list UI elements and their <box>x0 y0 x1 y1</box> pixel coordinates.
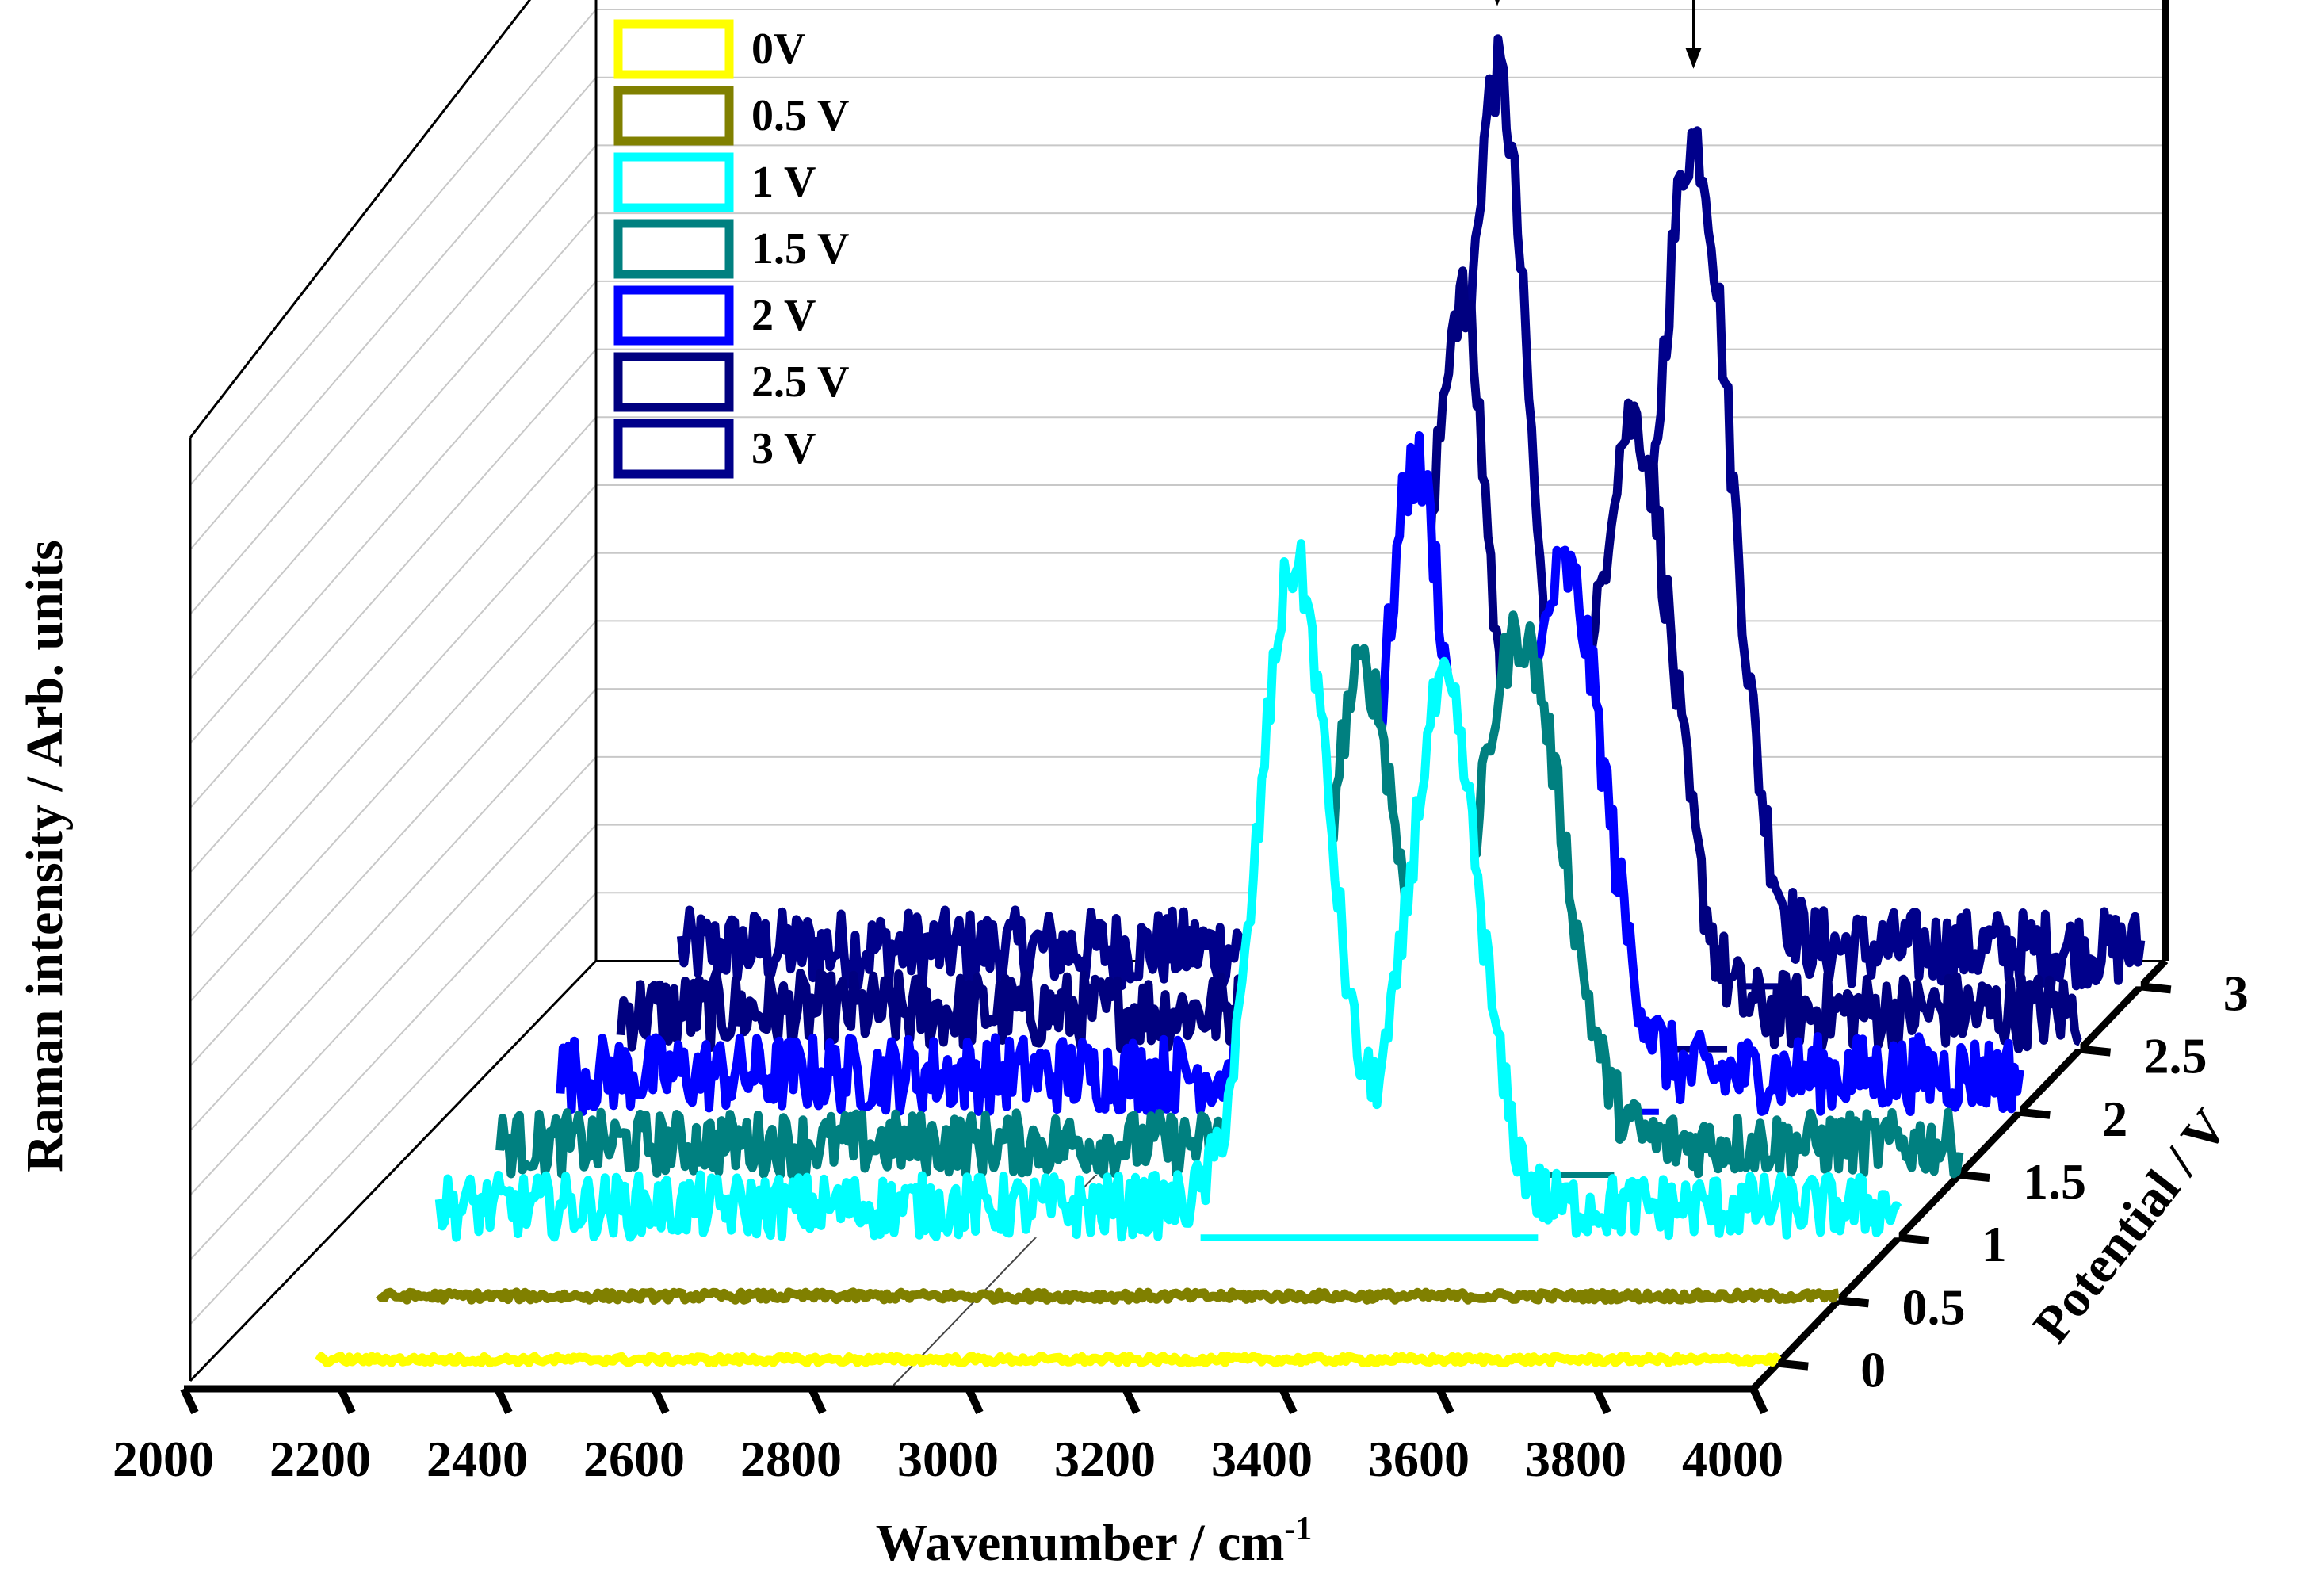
left-wall-gridline <box>189 212 597 679</box>
legend-swatch <box>613 419 734 479</box>
legend-label: 2.5 V <box>751 357 849 407</box>
legend-swatch <box>613 285 734 346</box>
x-tick-label: 3800 <box>1525 1431 1626 1487</box>
peak-arrow-head <box>1685 48 1702 69</box>
x-tick-label: 3200 <box>1054 1431 1156 1487</box>
left-wall-bottom-edge <box>189 959 598 1382</box>
left-wall-top-edge <box>189 0 532 438</box>
x-tick-label: 2600 <box>583 1431 685 1487</box>
z-tick-label: 1 <box>1982 1216 2007 1272</box>
legend-swatch <box>613 152 734 212</box>
legend-swatch <box>613 219 734 279</box>
left-wall-gridline <box>189 824 597 1260</box>
x-tick <box>1279 1386 1298 1415</box>
x-tick <box>180 1386 199 1415</box>
x-tick <box>1435 1386 1454 1415</box>
z-tick <box>2019 1107 2051 1119</box>
left-wall-gridline <box>189 144 597 615</box>
series-line-1-v <box>434 539 1902 1242</box>
x-axis-title-superscript: -1 <box>1284 1511 1312 1547</box>
left-wall-gridline <box>189 892 597 1325</box>
x-tick-label: 2400 <box>426 1431 528 1487</box>
x-tick-label: 2000 <box>113 1431 214 1487</box>
left-wall-gridline <box>189 281 597 744</box>
left-wall-gridline <box>189 688 597 1131</box>
legend-swatch <box>613 86 734 146</box>
x-tick-label: 2800 <box>740 1431 842 1487</box>
z-tick <box>2080 1045 2112 1057</box>
series-layer <box>315 34 2146 1368</box>
x-tick <box>494 1386 513 1415</box>
x-tick <box>1592 1386 1611 1415</box>
left-wall-gridline <box>189 552 597 1003</box>
z-tick <box>1898 1233 1930 1245</box>
grid-layer <box>189 9 2165 1390</box>
left-wall-gridline <box>189 416 597 874</box>
legend-label: 3 V <box>751 424 816 473</box>
left-wall-gridline <box>189 756 597 1196</box>
axes-layer: 2000 2200 2400 2600 2800 3000 3200 3400 3600 3800… <box>113 0 2249 1487</box>
peak-arrow-head <box>1495 0 1500 6</box>
x-tick-label: 3600 <box>1368 1431 1470 1487</box>
y-axis-title: Raman intensity / Arb. units <box>16 540 74 1172</box>
legend-label: 0V <box>751 25 805 74</box>
z-tick-label: 1.5 <box>2023 1153 2086 1210</box>
left-wall-gridline <box>189 484 597 938</box>
legend-label: 1 V <box>751 158 816 207</box>
x-tick <box>651 1386 670 1415</box>
legend-label: 1.5 V <box>751 224 849 273</box>
x-tick <box>1122 1386 1141 1415</box>
legend-label: 2 V <box>751 291 816 340</box>
x-tick <box>965 1386 984 1415</box>
x-tick-label: 4000 <box>1682 1431 1783 1487</box>
x-tick <box>808 1386 827 1415</box>
left-wall-gridline <box>189 77 597 551</box>
z-tick <box>1837 1296 1869 1308</box>
x-tick <box>337 1386 356 1415</box>
left-wall-gridline <box>189 348 597 809</box>
left-wall-gridline <box>189 620 597 1067</box>
annotation-layer <box>1495 0 1702 69</box>
z-tick-label: 0 <box>1860 1342 1886 1398</box>
z-tick-label: 3 <box>2223 965 2249 1021</box>
z-tick-label: 2 <box>2102 1091 2127 1147</box>
x-axis-title: Wavenumber / cm-1 <box>876 1511 1313 1572</box>
z-tick <box>1777 1359 1809 1371</box>
legend-swatch <box>613 19 734 79</box>
x-tick <box>1749 1386 1768 1415</box>
z-tick <box>2140 982 2172 994</box>
x-tick-label: 3400 <box>1211 1431 1313 1487</box>
z-tick-label: 0.5 <box>1902 1279 1965 1335</box>
x-tick-label: 3000 <box>897 1431 999 1487</box>
z-tick <box>1959 1171 1990 1182</box>
series-line-0v <box>315 1352 1782 1368</box>
z-tick-label: 2.5 <box>2144 1028 2207 1084</box>
x-tick-label: 2200 <box>269 1431 371 1487</box>
legend-swatch <box>613 352 734 412</box>
legend-label: 0.5 V <box>751 91 849 140</box>
left-wall-gridline <box>189 9 597 486</box>
z-axis-title: Potential / V <box>2022 1099 2238 1353</box>
legend: 0V 0.5 V 1 V 1.5 V 2 V 2.5 V 3 V <box>613 19 849 479</box>
series-line-0.5-v <box>375 1287 1840 1305</box>
